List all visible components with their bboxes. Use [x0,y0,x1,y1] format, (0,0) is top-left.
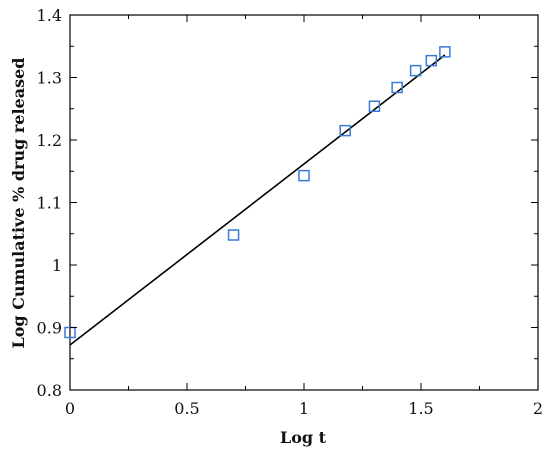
y-tick-label: 1 [52,256,62,275]
data-point [439,46,451,58]
data-point [409,64,422,77]
fit-line [69,54,446,346]
data-point [298,169,310,182]
data-point [425,54,438,67]
x-tick-label: 2 [533,399,543,418]
data-point [339,124,351,137]
y-tick-label: 0.8 [37,381,62,400]
y-tick-label: 1.3 [37,69,62,88]
tick-layer: 0 0.5 1 1.5 2 0.8 0.9 1 1.1 1.2 1.3 1.4 [37,6,544,418]
x-tick-label: 1 [299,399,309,418]
fit-layer [69,54,446,346]
y-tick-label: 1.4 [37,6,62,25]
y-tick-label: 0.9 [37,319,62,338]
x-axis-title: Log t [280,428,327,447]
data-point [227,229,240,241]
data-point [391,81,403,94]
x-tick-label: 0 [65,399,75,418]
marker-layer [64,46,451,339]
plot-frame [69,14,539,391]
x-tick-label: 0.5 [174,399,199,418]
data-point [368,100,381,112]
plot-area [69,14,539,391]
y-tick-label: 1.1 [37,194,62,213]
x-tick-label: 1.5 [408,399,433,418]
y-tick-label: 1.2 [37,131,62,150]
y-axis-title: Log Cumulative % drug released [9,58,28,349]
